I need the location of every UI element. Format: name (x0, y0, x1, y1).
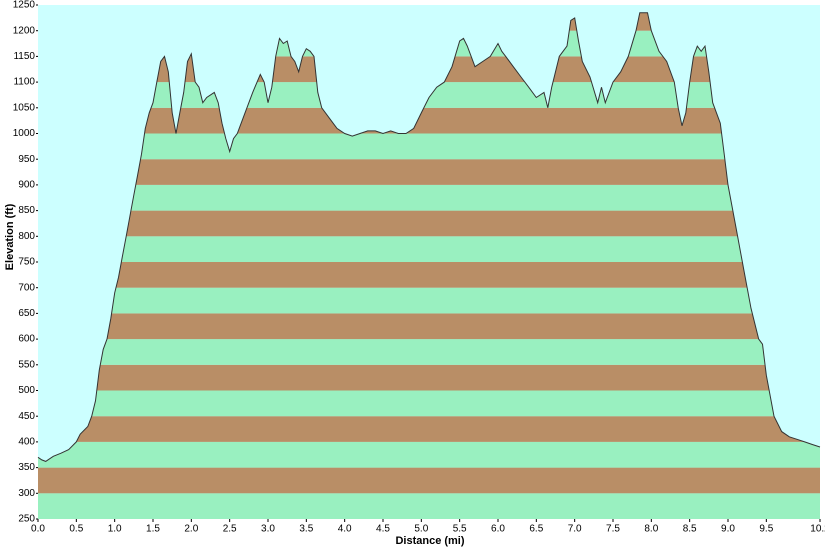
y-tick-label: 900 (18, 180, 35, 191)
x-tick-label: 8.5 (683, 524, 697, 535)
y-tick-label: 500 (18, 385, 35, 396)
x-tick-label: 0.0 (31, 524, 45, 535)
elevation-band (38, 467, 820, 494)
x-tick-label: 0.5 (69, 524, 83, 535)
x-tick-label: 1.5 (146, 524, 160, 535)
y-tick-label: 1100 (13, 77, 35, 88)
y-tick-label: 1000 (13, 128, 36, 139)
x-tick-label: 5.0 (414, 524, 428, 535)
elevation-band (38, 184, 820, 211)
x-tick-label: 3.0 (261, 524, 275, 535)
x-tick-label: 7.0 (568, 524, 582, 535)
x-tick-label: 9.5 (759, 524, 773, 535)
y-tick-label: 250 (18, 514, 35, 525)
x-tick-label: 10.2 (810, 524, 825, 535)
y-tick-label: 450 (18, 411, 35, 422)
y-tick-label: 1050 (13, 102, 36, 113)
elevation-band (38, 236, 820, 262)
y-axis-title: Elevation (ft) (4, 203, 16, 270)
y-tick-label: 850 (18, 205, 35, 216)
y-tick-label: 950 (18, 154, 35, 165)
x-tick-label: 1.0 (108, 524, 122, 535)
y-tick-label: 650 (18, 308, 35, 319)
elevation-band (38, 210, 820, 237)
y-tick-label: 300 (18, 488, 35, 499)
elevation-band (38, 313, 820, 340)
x-tick-label: 2.5 (223, 524, 237, 535)
x-tick-label: 6.5 (529, 524, 543, 535)
x-tick-label: 4.5 (376, 524, 390, 535)
x-tick-label: 8.0 (644, 524, 658, 535)
x-tick-label: 2.0 (184, 524, 198, 535)
x-tick-label: 6.0 (491, 524, 505, 535)
elevation-band (38, 159, 820, 185)
y-tick-label: 700 (18, 282, 35, 293)
elevation-band (38, 416, 820, 442)
x-tick-label: 7.5 (606, 524, 620, 535)
y-tick-label: 750 (18, 257, 35, 268)
y-tick-label: 550 (18, 359, 35, 370)
y-tick-label: 1250 (13, 0, 36, 11)
x-tick-label: 5.5 (453, 524, 467, 535)
y-tick-label: 600 (18, 334, 35, 345)
elevation-band (38, 262, 820, 288)
elevation-band (38, 133, 820, 160)
x-tick-label: 4.0 (338, 524, 352, 535)
x-axis-title: Distance (mi) (395, 535, 464, 547)
y-tick-label: 1200 (13, 25, 36, 36)
elevation-band (38, 339, 820, 365)
elevation-band (38, 287, 820, 314)
elevation-profile (37, 12, 821, 462)
x-tick-label: 9.0 (721, 524, 735, 535)
y-tick-label: 350 (18, 462, 35, 473)
y-tick-label: 400 (18, 437, 35, 448)
y-tick-label: 800 (18, 231, 35, 242)
y-tick-label: 1150 (13, 51, 35, 62)
elevation-band (38, 364, 820, 391)
elevation-band (38, 107, 820, 134)
elevation-band (38, 390, 820, 417)
x-tick-label: 3.5 (299, 524, 313, 535)
elevation-band (38, 441, 820, 468)
elevation-band (38, 493, 820, 519)
